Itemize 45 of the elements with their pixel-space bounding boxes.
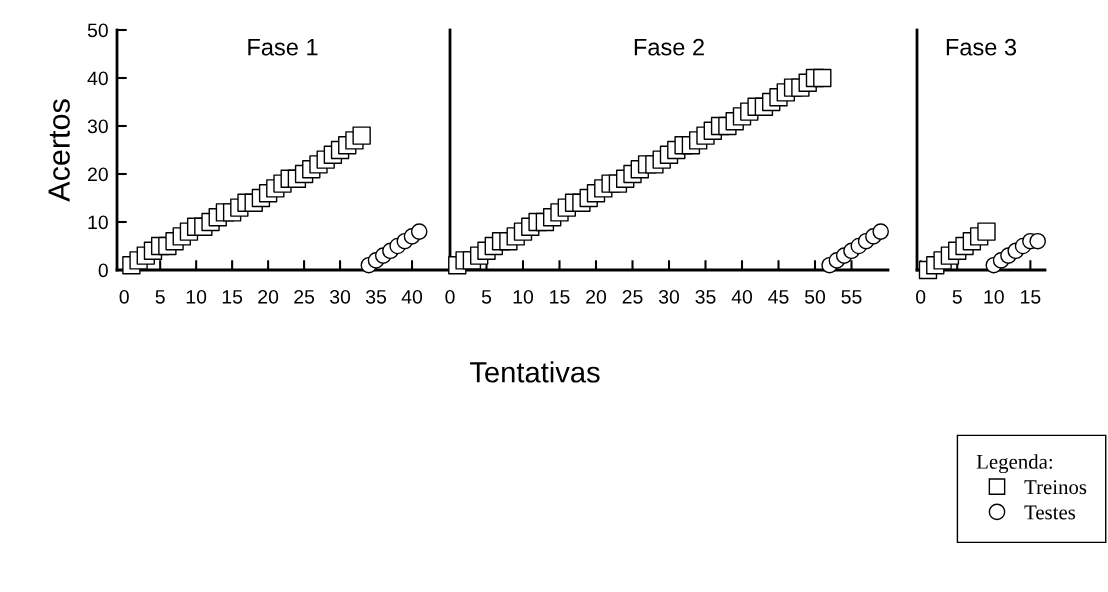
x-tick-label: 15 bbox=[1021, 290, 1041, 304]
x-tick-label: 10 bbox=[186, 289, 207, 304]
x-tick-label: 5 bbox=[952, 290, 962, 304]
x-tick-label: 10 bbox=[984, 289, 1004, 304]
x-axis-title: Tentativas bbox=[470, 361, 600, 383]
y-tick-label: 50 bbox=[87, 23, 108, 38]
y-axis-title: Acertos bbox=[48, 99, 70, 202]
legend-label: Testes bbox=[1024, 505, 1076, 520]
point bbox=[813, 68, 832, 88]
point bbox=[352, 126, 371, 145]
point bbox=[1029, 232, 1046, 250]
y-tick-label: 20 bbox=[88, 167, 108, 182]
y-tick-label: 10 bbox=[88, 215, 108, 230]
x-tick-label: 55 bbox=[841, 290, 862, 304]
x-tick-label: 45 bbox=[768, 290, 789, 304]
x-tick-label: 20 bbox=[586, 289, 607, 304]
y-tick-label: 40 bbox=[87, 71, 108, 86]
x-tick-label: 30 bbox=[329, 289, 351, 304]
x-tick-label: 0 bbox=[916, 289, 926, 304]
x-tick-label: 25 bbox=[622, 289, 643, 304]
x-tick-label: 0 bbox=[119, 289, 129, 304]
x-tick-label: 40 bbox=[731, 289, 753, 304]
chart-title: Fase 1 bbox=[248, 39, 318, 56]
legend-title: Legenda: bbox=[976, 454, 1052, 474]
chart-title: Fase 3 bbox=[946, 38, 1017, 56]
point bbox=[977, 222, 996, 241]
x-tick-label: 20 bbox=[258, 289, 279, 304]
x-tick-label: 25 bbox=[294, 289, 315, 304]
x-tick-label: 10 bbox=[513, 289, 534, 304]
point bbox=[410, 223, 428, 240]
x-tick-label: 40 bbox=[401, 289, 423, 304]
x-tick-label: 5 bbox=[155, 290, 165, 304]
x-tick-label: 30 bbox=[658, 289, 680, 304]
chart-title: Fase 2 bbox=[634, 38, 704, 56]
x-tick-label: 50 bbox=[804, 289, 826, 304]
x-tick-label: 35 bbox=[695, 289, 716, 304]
x-tick-label: 0 bbox=[445, 289, 455, 304]
x-tick-label: 35 bbox=[365, 289, 387, 304]
legend-label: Treinos bbox=[1024, 480, 1087, 495]
x-tick-label: 15 bbox=[222, 290, 243, 304]
y-tick-label: 0 bbox=[98, 263, 108, 278]
x-tick-label: 15 bbox=[550, 290, 570, 304]
point bbox=[872, 223, 890, 240]
y-tick-label: 30 bbox=[87, 119, 108, 134]
x-tick-label: 5 bbox=[481, 290, 492, 304]
